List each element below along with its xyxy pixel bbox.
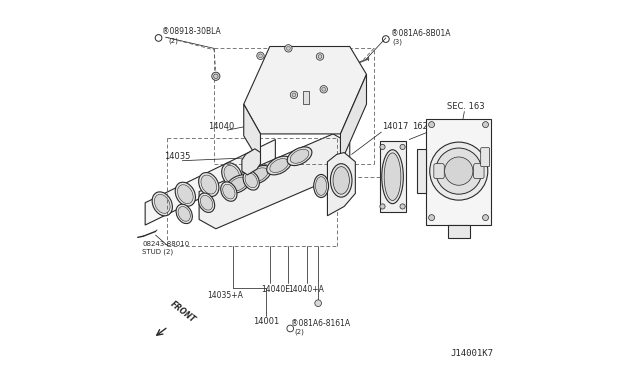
Text: 14040: 14040 (209, 122, 235, 131)
Polygon shape (417, 149, 426, 193)
FancyBboxPatch shape (434, 164, 444, 179)
Circle shape (429, 122, 435, 128)
Text: (2): (2) (168, 38, 179, 44)
Ellipse shape (316, 177, 326, 195)
Ellipse shape (287, 147, 312, 166)
Circle shape (445, 157, 473, 185)
Text: 14017: 14017 (383, 122, 409, 131)
Polygon shape (447, 225, 470, 238)
Circle shape (400, 204, 405, 209)
Polygon shape (199, 134, 349, 229)
Text: ®081A6-8B01A: ®081A6-8B01A (390, 29, 450, 38)
Polygon shape (244, 104, 260, 164)
Text: ®08918-30BLA: ®08918-30BLA (163, 28, 221, 36)
Text: STUD (2): STUD (2) (142, 248, 173, 255)
Ellipse shape (221, 182, 237, 201)
Circle shape (291, 91, 298, 99)
Circle shape (322, 87, 326, 91)
Circle shape (483, 215, 488, 221)
Ellipse shape (246, 166, 271, 184)
Text: SEC. 163: SEC. 163 (447, 102, 485, 111)
Circle shape (315, 300, 321, 307)
Polygon shape (340, 74, 367, 164)
Ellipse shape (221, 163, 242, 187)
Circle shape (400, 144, 405, 150)
Ellipse shape (243, 171, 259, 190)
Ellipse shape (291, 149, 309, 163)
Text: J14001K7: J14001K7 (450, 349, 493, 358)
Ellipse shape (229, 177, 248, 191)
Polygon shape (145, 140, 275, 225)
Polygon shape (242, 149, 260, 175)
Ellipse shape (178, 206, 190, 221)
Ellipse shape (384, 153, 401, 201)
Text: 14035+A: 14035+A (207, 291, 243, 300)
Ellipse shape (176, 204, 193, 224)
Text: 14040+A: 14040+A (288, 285, 324, 294)
Circle shape (285, 45, 292, 52)
Ellipse shape (226, 175, 250, 193)
Ellipse shape (224, 166, 239, 184)
Ellipse shape (152, 192, 172, 216)
Text: ®081A6-8161A: ®081A6-8161A (291, 319, 350, 328)
Text: 14001: 14001 (253, 317, 279, 326)
FancyBboxPatch shape (481, 148, 490, 167)
Circle shape (259, 54, 262, 58)
Circle shape (429, 142, 488, 200)
Circle shape (483, 122, 488, 128)
Circle shape (320, 86, 328, 93)
Ellipse shape (198, 193, 214, 212)
FancyBboxPatch shape (474, 164, 484, 179)
Ellipse shape (270, 158, 289, 173)
Ellipse shape (381, 150, 403, 204)
Circle shape (436, 148, 482, 194)
Ellipse shape (200, 195, 212, 210)
Text: 14040E: 14040E (262, 285, 291, 294)
Ellipse shape (245, 173, 257, 188)
Ellipse shape (333, 167, 349, 194)
Text: 16293M: 16293M (412, 122, 446, 131)
Polygon shape (380, 141, 406, 212)
Circle shape (292, 93, 296, 97)
Ellipse shape (250, 168, 268, 182)
Circle shape (257, 52, 264, 60)
Circle shape (287, 46, 291, 50)
Circle shape (429, 215, 435, 221)
Circle shape (380, 204, 385, 209)
Circle shape (212, 72, 220, 80)
Polygon shape (303, 91, 309, 104)
Ellipse shape (177, 185, 193, 203)
Circle shape (214, 74, 218, 78)
Text: (3): (3) (392, 39, 403, 45)
Polygon shape (426, 119, 491, 225)
Ellipse shape (314, 174, 328, 198)
Ellipse shape (198, 173, 219, 196)
Ellipse shape (330, 164, 352, 197)
Text: 08243-88010: 08243-88010 (142, 241, 189, 247)
Ellipse shape (201, 175, 216, 194)
Text: (2): (2) (294, 329, 305, 335)
Circle shape (318, 55, 322, 58)
Ellipse shape (154, 195, 170, 213)
Polygon shape (244, 46, 367, 134)
Text: FRONT: FRONT (168, 299, 197, 324)
Ellipse shape (175, 182, 195, 206)
Ellipse shape (267, 156, 291, 175)
Text: 14035: 14035 (164, 152, 191, 161)
Circle shape (380, 144, 385, 150)
Ellipse shape (223, 184, 235, 199)
Polygon shape (328, 153, 355, 216)
Circle shape (316, 53, 324, 60)
